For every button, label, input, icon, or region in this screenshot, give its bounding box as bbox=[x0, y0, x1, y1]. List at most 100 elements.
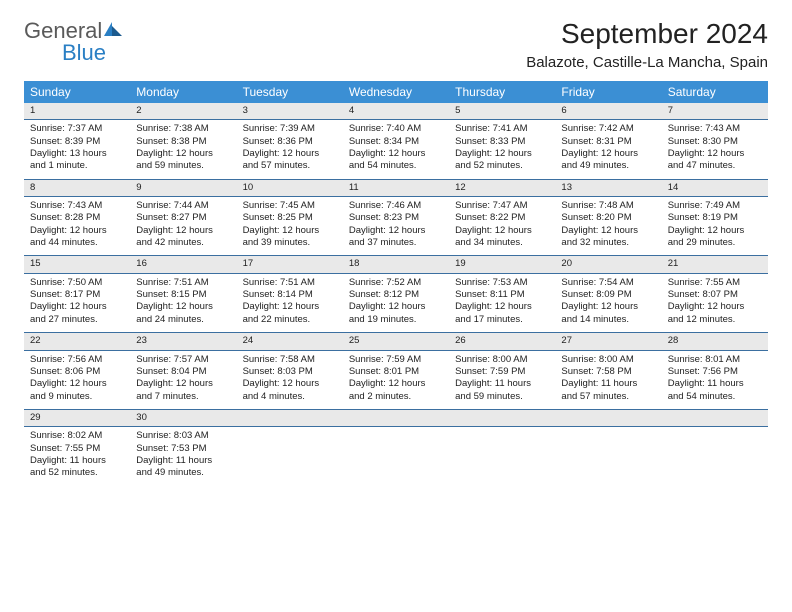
day-number: 6 bbox=[555, 103, 661, 119]
day-data: Sunrise: 7:42 AMSunset: 8:31 PMDaylight:… bbox=[555, 120, 661, 178]
day-number bbox=[662, 410, 768, 426]
sunset: Sunset: 7:55 PM bbox=[30, 443, 124, 455]
day-number bbox=[237, 410, 343, 426]
sunset: Sunset: 8:22 PM bbox=[455, 212, 549, 224]
week-data-row: Sunrise: 8:02 AMSunset: 7:55 PMDaylight:… bbox=[24, 427, 768, 485]
sunset: Sunset: 7:56 PM bbox=[668, 366, 762, 378]
day-number: 8 bbox=[24, 180, 130, 196]
day-data: Sunrise: 7:48 AMSunset: 8:20 PMDaylight:… bbox=[555, 197, 661, 255]
sunrise: Sunrise: 7:45 AM bbox=[243, 200, 337, 212]
sunrise: Sunrise: 7:57 AM bbox=[136, 354, 230, 366]
day-name: Saturday bbox=[662, 81, 768, 103]
sunrise: Sunrise: 7:54 AM bbox=[561, 277, 655, 289]
sunset: Sunset: 8:25 PM bbox=[243, 212, 337, 224]
sunrise: Sunrise: 7:46 AM bbox=[349, 200, 443, 212]
header: General Blue September 2024 Balazote, Ca… bbox=[24, 18, 768, 71]
sunrise: Sunrise: 7:49 AM bbox=[668, 200, 762, 212]
day-number: 22 bbox=[24, 333, 130, 349]
sunset: Sunset: 8:04 PM bbox=[136, 366, 230, 378]
day-data: Sunrise: 8:03 AMSunset: 7:53 PMDaylight:… bbox=[130, 427, 236, 485]
daylight: Daylight: 12 hours and 59 minutes. bbox=[136, 148, 230, 173]
daylight: Daylight: 12 hours and 24 minutes. bbox=[136, 301, 230, 326]
day-number: 10 bbox=[237, 180, 343, 196]
day-name: Wednesday bbox=[343, 81, 449, 103]
daylight: Daylight: 12 hours and 27 minutes. bbox=[30, 301, 124, 326]
daylight: Daylight: 12 hours and 52 minutes. bbox=[455, 148, 549, 173]
daylight: Daylight: 11 hours and 59 minutes. bbox=[455, 378, 549, 403]
daylight: Daylight: 12 hours and 42 minutes. bbox=[136, 225, 230, 250]
day-name: Tuesday bbox=[237, 81, 343, 103]
daylight: Daylight: 12 hours and 37 minutes. bbox=[349, 225, 443, 250]
day-data: Sunrise: 8:01 AMSunset: 7:56 PMDaylight:… bbox=[662, 351, 768, 409]
day-number: 18 bbox=[343, 256, 449, 272]
sunrise: Sunrise: 8:00 AM bbox=[561, 354, 655, 366]
sunrise: Sunrise: 7:37 AM bbox=[30, 123, 124, 135]
sunset: Sunset: 8:01 PM bbox=[349, 366, 443, 378]
day-number: 2 bbox=[130, 103, 236, 119]
daylight: Daylight: 12 hours and 44 minutes. bbox=[30, 225, 124, 250]
sunrise: Sunrise: 8:03 AM bbox=[136, 430, 230, 442]
daylight: Daylight: 12 hours and 47 minutes. bbox=[668, 148, 762, 173]
daylight: Daylight: 12 hours and 54 minutes. bbox=[349, 148, 443, 173]
day-number: 1 bbox=[24, 103, 130, 119]
sunrise: Sunrise: 7:53 AM bbox=[455, 277, 549, 289]
daylight: Daylight: 12 hours and 19 minutes. bbox=[349, 301, 443, 326]
day-number bbox=[449, 410, 555, 426]
day-number: 15 bbox=[24, 256, 130, 272]
week-daynum-row: 2930 bbox=[24, 410, 768, 427]
sunset: Sunset: 7:53 PM bbox=[136, 443, 230, 455]
day-data bbox=[662, 427, 768, 485]
sunset: Sunset: 8:38 PM bbox=[136, 136, 230, 148]
sunrise: Sunrise: 7:56 AM bbox=[30, 354, 124, 366]
sunset: Sunset: 8:15 PM bbox=[136, 289, 230, 301]
week-data-row: Sunrise: 7:37 AMSunset: 8:39 PMDaylight:… bbox=[24, 120, 768, 179]
week-data-row: Sunrise: 7:50 AMSunset: 8:17 PMDaylight:… bbox=[24, 274, 768, 333]
sunset: Sunset: 8:36 PM bbox=[243, 136, 337, 148]
day-number: 4 bbox=[343, 103, 449, 119]
week-data-row: Sunrise: 7:43 AMSunset: 8:28 PMDaylight:… bbox=[24, 197, 768, 256]
day-number: 19 bbox=[449, 256, 555, 272]
day-data: Sunrise: 7:39 AMSunset: 8:36 PMDaylight:… bbox=[237, 120, 343, 178]
sunset: Sunset: 8:12 PM bbox=[349, 289, 443, 301]
daylight: Daylight: 11 hours and 54 minutes. bbox=[668, 378, 762, 403]
day-data: Sunrise: 7:40 AMSunset: 8:34 PMDaylight:… bbox=[343, 120, 449, 178]
day-data: Sunrise: 7:58 AMSunset: 8:03 PMDaylight:… bbox=[237, 351, 343, 409]
sunrise: Sunrise: 7:47 AM bbox=[455, 200, 549, 212]
day-number: 11 bbox=[343, 180, 449, 196]
day-number: 5 bbox=[449, 103, 555, 119]
sunset: Sunset: 8:11 PM bbox=[455, 289, 549, 301]
daylight: Daylight: 12 hours and 2 minutes. bbox=[349, 378, 443, 403]
sunrise: Sunrise: 7:50 AM bbox=[30, 277, 124, 289]
day-data: Sunrise: 7:51 AMSunset: 8:14 PMDaylight:… bbox=[237, 274, 343, 332]
week-daynum-row: 1234567 bbox=[24, 103, 768, 120]
sunset: Sunset: 8:07 PM bbox=[668, 289, 762, 301]
daylight: Daylight: 12 hours and 29 minutes. bbox=[668, 225, 762, 250]
day-number: 23 bbox=[130, 333, 236, 349]
daylight: Daylight: 12 hours and 57 minutes. bbox=[243, 148, 337, 173]
day-name: Sunday bbox=[24, 81, 130, 103]
sunrise: Sunrise: 7:42 AM bbox=[561, 123, 655, 135]
day-number: 12 bbox=[449, 180, 555, 196]
day-number bbox=[343, 410, 449, 426]
day-data: Sunrise: 7:49 AMSunset: 8:19 PMDaylight:… bbox=[662, 197, 768, 255]
sunrise: Sunrise: 7:55 AM bbox=[668, 277, 762, 289]
day-name: Thursday bbox=[449, 81, 555, 103]
day-data bbox=[449, 427, 555, 485]
daylight: Daylight: 12 hours and 49 minutes. bbox=[561, 148, 655, 173]
sunset: Sunset: 8:28 PM bbox=[30, 212, 124, 224]
day-number: 27 bbox=[555, 333, 661, 349]
sunrise: Sunrise: 7:51 AM bbox=[243, 277, 337, 289]
daylight: Daylight: 12 hours and 34 minutes. bbox=[455, 225, 549, 250]
day-number: 9 bbox=[130, 180, 236, 196]
day-number: 7 bbox=[662, 103, 768, 119]
sunset: Sunset: 8:09 PM bbox=[561, 289, 655, 301]
location: Balazote, Castille-La Mancha, Spain bbox=[526, 54, 768, 71]
sunset: Sunset: 8:20 PM bbox=[561, 212, 655, 224]
day-number: 26 bbox=[449, 333, 555, 349]
sunset: Sunset: 8:33 PM bbox=[455, 136, 549, 148]
day-data: Sunrise: 7:51 AMSunset: 8:15 PMDaylight:… bbox=[130, 274, 236, 332]
day-data bbox=[555, 427, 661, 485]
day-data: Sunrise: 7:43 AMSunset: 8:30 PMDaylight:… bbox=[662, 120, 768, 178]
daylight: Daylight: 12 hours and 7 minutes. bbox=[136, 378, 230, 403]
sunset: Sunset: 8:14 PM bbox=[243, 289, 337, 301]
